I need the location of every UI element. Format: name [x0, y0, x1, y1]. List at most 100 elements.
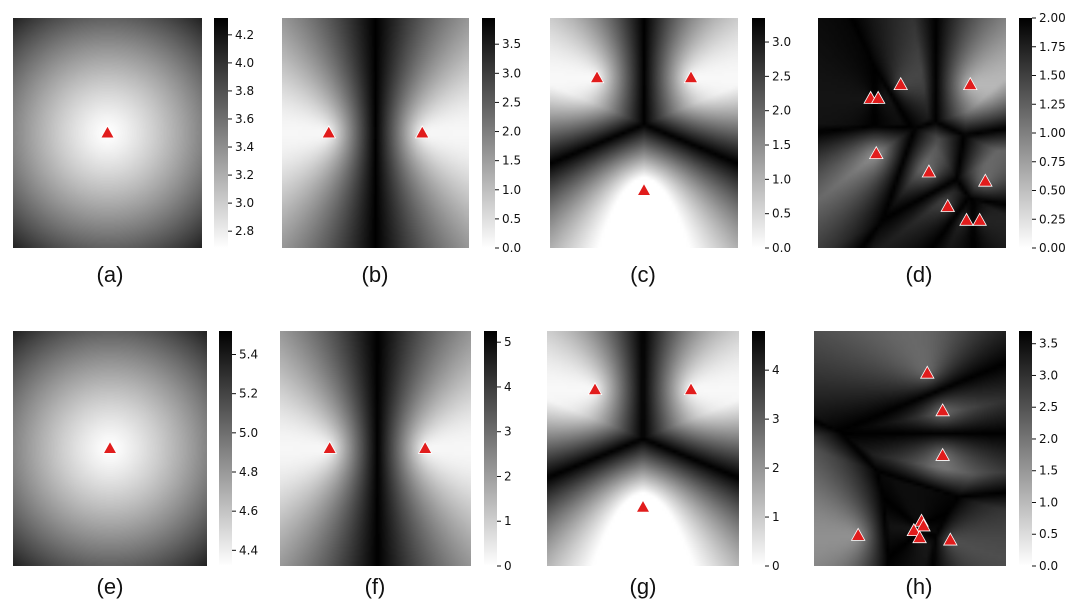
source-marker-b-1 [321, 125, 337, 139]
panel-label-e: (e) [97, 574, 124, 599]
colorbar-tick-label-e-6: 5.4 [239, 348, 258, 362]
colorbar-g [752, 331, 765, 566]
colorbar-tick-label-d-7: 1.50 [1039, 69, 1066, 83]
colorbar-tick-label-f-6: 5 [504, 335, 512, 349]
colorbar-tick-label-e-4: 5.0 [239, 426, 258, 440]
colorbar-tick-label-g-1: 0 [772, 559, 780, 573]
colorbar-f [484, 331, 497, 566]
source-marker-h-3 [935, 447, 950, 461]
colorbar-h [1019, 331, 1032, 566]
colorbar-tick-label-a-1: 2.8 [235, 224, 254, 238]
colorbar-tick-label-c-5: 2.0 [772, 104, 791, 118]
colorbar-tick-label-d-5: 1.00 [1039, 126, 1066, 140]
colorbar-tick-label-e-5: 5.2 [239, 387, 258, 401]
panel-h: 0.0 0.5 1.0 1.5 2.0 2.5 3.0 3.5 (h) [814, 331, 1058, 599]
source-marker-f-2 [417, 440, 433, 454]
source-marker-g-2 [683, 381, 699, 396]
heatmap-c [550, 18, 738, 248]
source-marker-g-1 [587, 381, 603, 396]
colorbar-a [214, 18, 228, 248]
colorbar-tick-label-d-1: 0.00 [1039, 241, 1066, 255]
colorbar-tick-label-b-1: 0.0 [502, 241, 521, 255]
heatmap-d [818, 18, 1006, 248]
colorbar-e [219, 331, 232, 566]
colorbar-tick-label-b-6: 2.5 [502, 95, 521, 109]
colorbar-tick-label-e-2: 4.6 [239, 504, 258, 518]
colorbar-tick-label-a-7: 4.0 [235, 56, 254, 70]
colorbar-tick-label-g-2: 1 [772, 510, 780, 524]
colorbar-tick-label-d-3: 0.50 [1039, 184, 1066, 198]
source-marker-d-8 [940, 198, 956, 212]
colorbar-tick-label-d-8: 1.75 [1039, 40, 1066, 54]
source-marker-d-5 [868, 145, 884, 160]
source-marker-h-6 [906, 522, 922, 537]
colorbar-tick-label-c-3: 1.0 [772, 172, 791, 186]
colorbar-b [482, 18, 495, 248]
source-marker-g-3 [635, 499, 651, 513]
colorbar-tick-label-e-3: 4.8 [239, 465, 258, 479]
colorbar-c [752, 18, 765, 248]
panel-e: 4.4 4.6 4.8 5.0 5.2 5.4 (e) [13, 331, 258, 599]
colorbar-tick-label-g-5: 4 [772, 363, 780, 377]
colorbar-tick-label-h-8: 3.5 [1039, 337, 1058, 351]
source-marker-c-2 [683, 69, 699, 84]
colorbar-tick-label-d-6: 1.25 [1039, 97, 1066, 111]
colorbar-tick-label-f-2: 1 [504, 514, 512, 528]
heatmap-f [280, 331, 471, 566]
source-marker-h-5 [916, 518, 931, 532]
colorbar-tick-label-h-5: 2.0 [1039, 432, 1058, 446]
colorbar-tick-label-d-9: 2.00 [1039, 11, 1066, 25]
source-marker-h-1 [919, 365, 935, 379]
colorbar-tick-label-a-4: 3.4 [235, 140, 254, 154]
source-marker-d-7 [977, 173, 993, 187]
panel-c: 0.0 0.5 1.0 1.5 2.0 2.5 3.0 (c) [550, 18, 791, 287]
colorbar-tick-label-c-2: 0.5 [772, 207, 791, 221]
colorbar-tick-label-b-3: 1.0 [502, 183, 521, 197]
source-marker-h-9 [850, 527, 866, 541]
source-marker-h-7 [912, 529, 927, 544]
colorbar-tick-label-f-4: 3 [504, 425, 512, 439]
panel-b: 0.0 0.5 1.0 1.5 2.0 2.5 3.0 3.5 (b) [282, 18, 521, 287]
colorbar-tick-label-h-4: 1.5 [1039, 464, 1058, 478]
colorbar-tick-label-a-8: 4.2 [235, 28, 254, 42]
colorbar-tick-label-f-5: 4 [504, 380, 512, 394]
source-marker-f-1 [322, 440, 337, 454]
colorbar-tick-label-a-3: 3.2 [235, 168, 254, 182]
heatmap-g [547, 331, 739, 566]
colorbar-tick-label-g-3: 2 [772, 461, 780, 475]
panel-label-d: (d) [906, 262, 933, 287]
heatmap-b [282, 18, 469, 248]
colorbar-tick-label-a-2: 3.0 [235, 196, 254, 210]
panel-label-c: (c) [630, 262, 656, 287]
colorbar-tick-label-c-4: 1.5 [772, 138, 791, 152]
source-marker-b-2 [414, 125, 430, 139]
panel-d: 0.00 0.25 0.50 0.75 1.00 1.25 1.50 1.75 2.00 (d) [818, 11, 1066, 287]
source-marker-c-1 [589, 69, 605, 84]
source-marker-d-4 [962, 76, 978, 90]
source-marker-d-2 [870, 90, 886, 104]
source-marker-h-8 [942, 532, 958, 546]
colorbar-tick-label-b-8: 3.5 [502, 37, 521, 51]
colorbar-tick-label-b-2: 0.5 [502, 212, 521, 226]
panel-a: 2.8 3.0 3.2 3.4 3.6 3.8 4.0 4.2 (a) [13, 18, 254, 287]
colorbar-tick-label-a-5: 3.6 [235, 112, 254, 126]
source-marker-d-9 [959, 212, 974, 226]
colorbar-tick-label-a-6: 3.8 [235, 84, 254, 98]
source-marker-d-3 [893, 76, 909, 90]
panel-label-f: (f) [365, 574, 386, 599]
panel-label-a: (a) [97, 262, 124, 287]
panel-f: 0 1 2 3 4 5 (f) [280, 331, 512, 599]
source-marker-a-1 [100, 125, 115, 139]
colorbar-tick-label-h-2: 0.5 [1039, 527, 1058, 541]
colorbar-tick-label-b-4: 1.5 [502, 154, 521, 168]
panel-label-h: (h) [906, 574, 933, 599]
colorbar-tick-label-e-1: 4.4 [239, 543, 258, 557]
colorbar-tick-label-c-7: 3.0 [772, 35, 791, 49]
heatmap-h [814, 331, 1006, 566]
colorbar-tick-label-c-1: 0.0 [772, 241, 791, 255]
panel-label-g: (g) [630, 574, 657, 599]
source-marker-h-2 [935, 403, 950, 417]
colorbar-d [1019, 18, 1032, 248]
source-marker-c-3 [636, 182, 652, 196]
